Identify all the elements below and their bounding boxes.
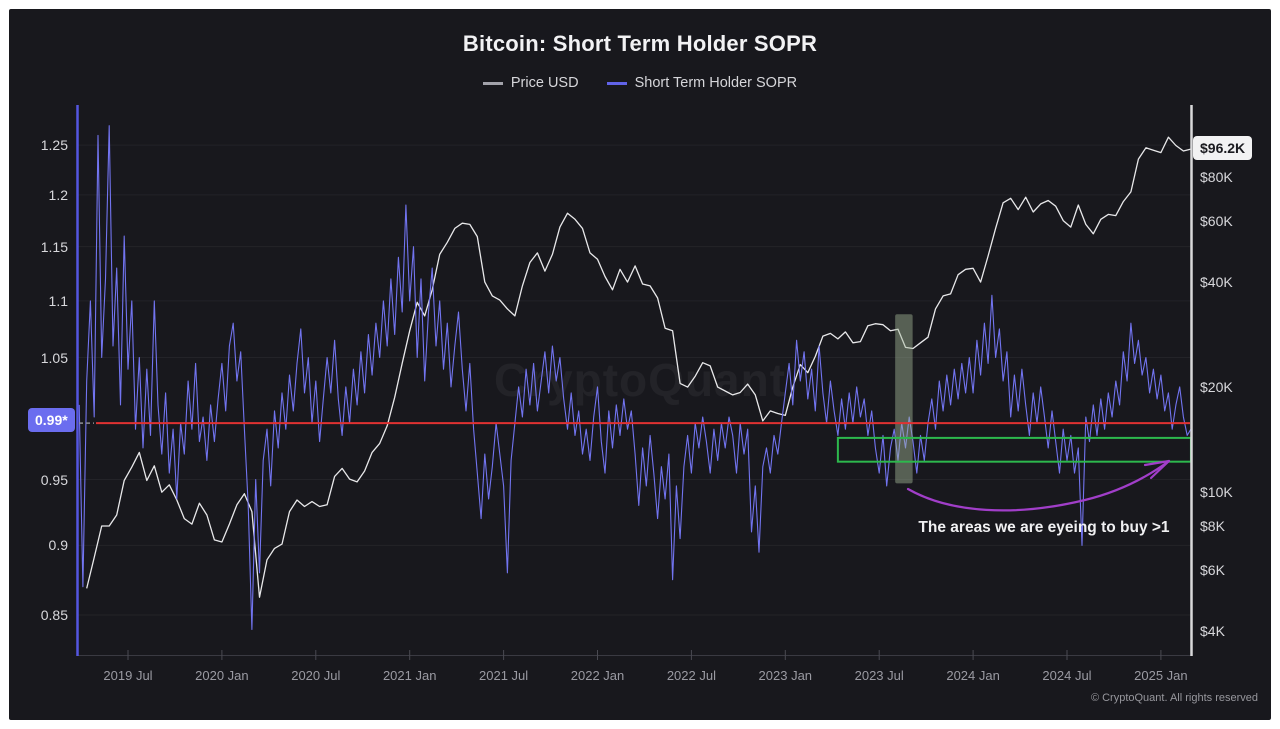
- copyright-text: © CryptoQuant. All rights reserved: [1090, 692, 1258, 704]
- axis-tick-label: 2021 Jul: [479, 668, 529, 683]
- axis-tick-label: 1.2: [48, 186, 68, 203]
- axis-tick-label: 2020 Jul: [291, 668, 341, 683]
- sopr-current-value-badge: 0.99*: [28, 408, 75, 433]
- price-current-value-badge: $96.2K: [1193, 136, 1253, 161]
- axis-tick-label: 1.1: [48, 292, 68, 309]
- axis-tick-label: 2022 Jul: [666, 668, 716, 683]
- annotation-note-text: The areas we are eyeing to buy >1: [918, 519, 1170, 536]
- axis-tick-label: $8K: [1200, 518, 1225, 534]
- axis-tick-label: 0.95: [40, 471, 68, 488]
- sopr-line-swatch-icon: [606, 81, 627, 85]
- annotation-arrow: [906, 459, 1171, 512]
- axis-tick-label: 2019 Jul: [103, 668, 153, 683]
- series-price: [86, 136, 1191, 598]
- legend-label-price-usd: Price USD: [510, 75, 579, 91]
- legend-item-sth-sopr[interactable]: Short Term Holder SOPR: [606, 75, 798, 91]
- axis-tick-label: $4K: [1200, 623, 1225, 640]
- axis-tick-label: 2025 Jan: [1134, 668, 1188, 683]
- chart-canvas: [9, 9, 1271, 720]
- axis-tick-label: 2024 Jan: [946, 668, 1000, 683]
- axis-tick-label: $10K: [1200, 484, 1233, 501]
- legend-item-price-usd[interactable]: Price USD: [482, 75, 579, 91]
- axis-tick-label: $40K: [1200, 274, 1233, 291]
- price-line-swatch-icon: [482, 81, 503, 85]
- axis-tick-label: 2024 Jul: [1042, 668, 1092, 683]
- axis-tick-label: 1.25: [40, 137, 68, 154]
- axis-tick-label: 1.05: [40, 349, 68, 366]
- highlight-band: [895, 314, 913, 484]
- axis-tick-label: 2020 Jan: [195, 668, 249, 683]
- axis-tick-label: 2023 Jul: [854, 668, 904, 683]
- annotation-arrowhead: [1143, 459, 1171, 480]
- series-sopr: [78, 125, 1191, 631]
- chart-legend: Price USD Short Term Holder SOPR: [0, 75, 1280, 91]
- axis-tick-label: 0.85: [40, 607, 68, 624]
- axis-tick-label: 1.15: [40, 238, 68, 255]
- axis-tick-label: 2022 Jan: [570, 668, 625, 683]
- axis-tick-label: $6K: [1200, 561, 1225, 578]
- chart-title: Bitcoin: Short Term Holder SOPR: [462, 31, 818, 56]
- axis-tick-label: 0.9: [48, 537, 68, 554]
- legend-label-sth-sopr: Short Term Holder SOPR: [634, 75, 798, 91]
- axis-tick-label: $20K: [1200, 379, 1233, 396]
- axis-tick-label: $80K: [1200, 169, 1233, 185]
- axis-tick-label: 2023 Jan: [758, 668, 813, 683]
- axis-tick-label: $60K: [1200, 212, 1233, 229]
- axis-tick-label: 2021 Jan: [382, 668, 437, 683]
